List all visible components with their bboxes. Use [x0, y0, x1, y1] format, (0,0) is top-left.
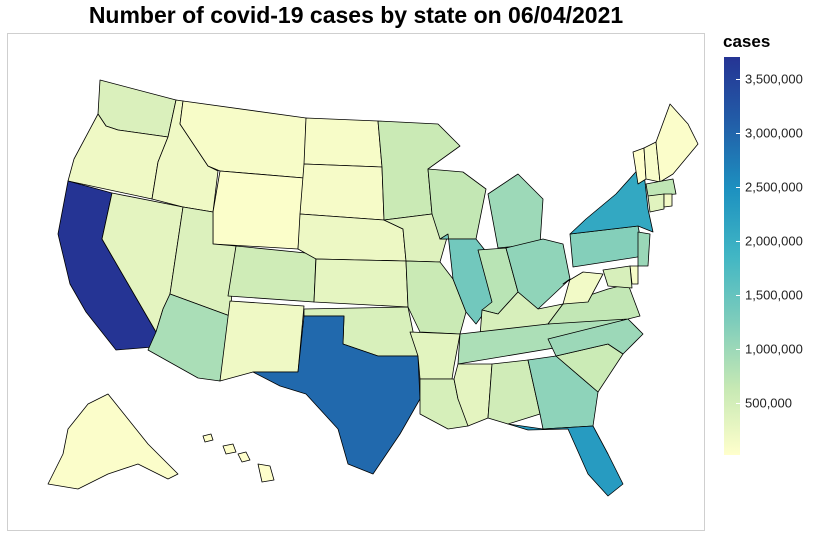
legend-tick-mark	[736, 186, 740, 188]
state-il	[439, 233, 493, 325]
state-ny	[569, 163, 654, 235]
state-ak	[47, 393, 179, 490]
state-wv	[562, 271, 604, 305]
state-md	[602, 265, 633, 289]
legend-tick-label: 1,500,000	[745, 287, 803, 303]
state-mi	[487, 173, 544, 249]
map-title: Number of covid-19 cases by state on 06/…	[88, 2, 624, 28]
legend-title: cases	[723, 32, 771, 51]
legend-tick-label: 2,000,000	[745, 233, 803, 249]
state-ma	[645, 178, 677, 197]
state-tx	[252, 315, 421, 475]
state-ri	[663, 193, 673, 208]
state-fl	[507, 423, 624, 497]
choropleth-map	[47, 79, 699, 497]
legend-tick-mark	[736, 78, 740, 80]
state-nd	[303, 117, 383, 168]
legend-tick-label: 3,000,000	[745, 125, 803, 141]
legend-tick-mark	[736, 240, 740, 242]
legend-color-bar	[724, 57, 740, 455]
state-wi	[427, 168, 487, 240]
legend-tick-label: 1,000,000	[745, 341, 803, 357]
state-co	[227, 245, 317, 303]
legend-tick-mark	[736, 349, 740, 350]
state-nm	[219, 300, 305, 382]
legend-tick-label: 3,500,000	[745, 71, 803, 87]
legend-tick-mark	[736, 403, 740, 405]
legend-tick-mark	[736, 294, 740, 296]
state-mo	[405, 260, 467, 335]
state-sd	[299, 163, 385, 221]
state-me	[655, 103, 699, 183]
state-al	[487, 359, 541, 425]
legend-tick-label: 500,000	[745, 395, 792, 411]
state-ks	[313, 258, 409, 308]
state-nj	[637, 231, 651, 267]
state-ct	[647, 193, 665, 213]
state-hi	[202, 433, 275, 483]
legend-tick-mark	[736, 132, 740, 134]
legend-tick-label: 2,500,000	[745, 179, 803, 195]
state-wy	[212, 170, 305, 250]
map-panel	[7, 33, 705, 531]
state-va	[547, 283, 641, 325]
